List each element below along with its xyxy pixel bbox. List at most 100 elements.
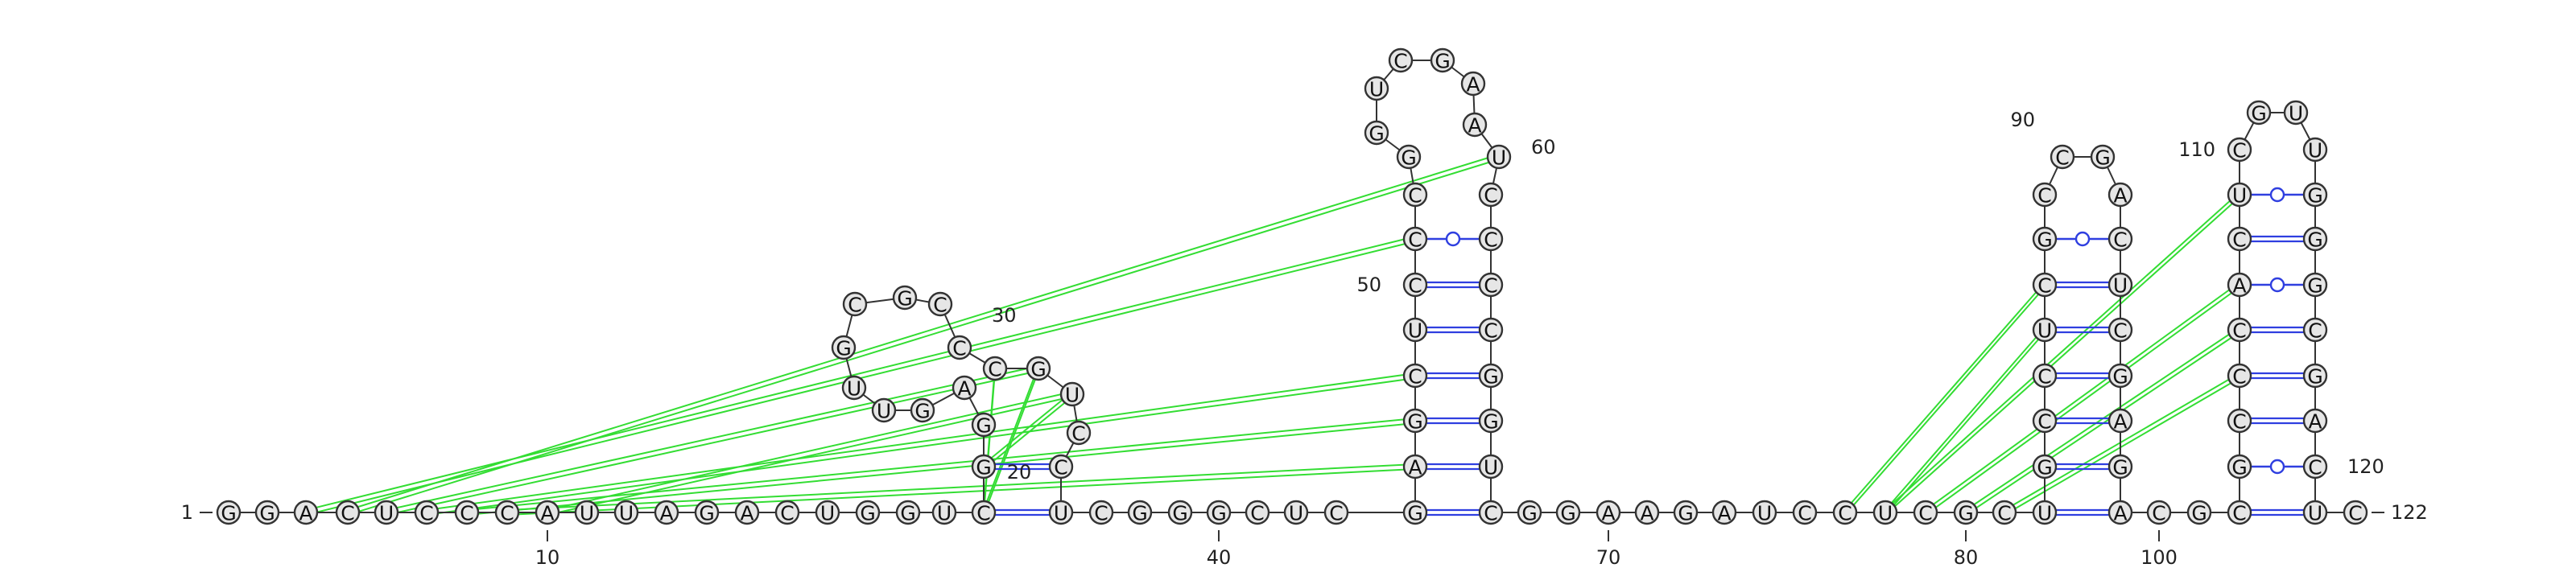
wobble-pair-marker (2269, 187, 2285, 203)
nucleotide-circle (1127, 500, 1153, 525)
nucleotide: G (2302, 272, 2328, 298)
nucleotide-letter: C (1997, 502, 2011, 525)
nucleotide: A (2107, 500, 2133, 525)
nucleotide-letter: C (2113, 319, 2127, 343)
nucleotide-letter: A (1717, 502, 1731, 525)
nucleotide-letter: G (1368, 122, 1384, 146)
nucleotide: U (871, 397, 897, 423)
nucleotide-circle (654, 500, 679, 525)
nucleotide: C (1402, 272, 1428, 298)
nucleotide-circle (1555, 500, 1581, 525)
nucleotide: C (1992, 500, 2017, 525)
nucleotide-circle (1517, 500, 1542, 525)
nucleotide: C (2107, 317, 2133, 343)
nucleotide: G (831, 335, 857, 360)
position-number-label: 70 (1596, 546, 1621, 569)
nucleotide-letter: C (500, 502, 514, 525)
nucleotide-letter: C (1838, 502, 1852, 525)
nucleotide-circle (1486, 144, 1512, 170)
nucleotide: U (1752, 500, 1777, 525)
nucleotide-letter: C (2232, 410, 2246, 434)
position-number-label: 120 (2347, 455, 2384, 478)
nucleotide-circle (2032, 454, 2058, 479)
nucleotide-circle (2107, 408, 2133, 434)
nucleotide: C (1088, 500, 1114, 525)
start-position-label: 1 (181, 501, 193, 524)
nucleotide-circle (293, 500, 319, 525)
nucleotide-circle (1206, 500, 1232, 525)
nucleotide-letter: G (1435, 50, 1450, 73)
nucleotide: A (734, 500, 760, 525)
nucleotide-letter: G (2251, 102, 2266, 126)
nucleotide-letter: G (976, 456, 991, 479)
nucleotide: G (2302, 363, 2328, 389)
pseudoknot-line (983, 365, 1039, 511)
nucleotide-letter: C (1408, 184, 1422, 208)
nucleotide-letter: C (341, 502, 354, 525)
position-number-label: 10 (535, 546, 560, 569)
nucleotide: C (1245, 500, 1270, 525)
position-number-label: 20 (1007, 461, 1032, 484)
nucleotide-circle (1026, 356, 1051, 381)
nucleotide-letter: C (848, 294, 861, 317)
nucleotide: U (2283, 100, 2309, 126)
nucleotide-circle (1402, 317, 1428, 343)
nucleotide-letter: A (1468, 114, 1481, 138)
nucleotide: C (2032, 363, 2058, 389)
position-number-label: 80 (1954, 546, 1979, 569)
nucleotide-circle (971, 500, 997, 525)
nucleotide-circle (2302, 137, 2328, 163)
nucleotide-circle (1048, 454, 1074, 479)
nucleotide-letter: C (2152, 502, 2165, 525)
nucleotide-circle (613, 500, 639, 525)
position-number-label: 100 (2140, 546, 2178, 569)
nucleotide-circle (2032, 317, 2058, 343)
nucleotide-circle (1245, 500, 1270, 525)
end-position-label: 122 (2391, 501, 2428, 524)
nucleotide-letter: G (2307, 274, 2322, 298)
nucleotide-circle (374, 500, 399, 525)
pseudoknot-line (1885, 196, 2240, 516)
nucleotide: U (815, 500, 840, 525)
nucleotide-letter: C (976, 502, 990, 525)
nucleotide-letter: C (1484, 274, 1497, 298)
nucleotide: A (535, 500, 560, 525)
nucleotide-circle (1478, 226, 1504, 252)
nucleotide-circle (1478, 272, 1504, 298)
nucleotide-letter: C (1484, 184, 1497, 208)
nucleotide-letter: C (2308, 319, 2322, 343)
nucleotide: C (1478, 317, 1504, 343)
nucleotide-letter: G (1407, 410, 1422, 434)
nucleotide: C (335, 500, 361, 525)
nucleotide: G (1478, 408, 1504, 434)
nucleotide-letter: C (2232, 502, 2246, 525)
nucleotide: C (2227, 226, 2252, 252)
nucleotide: A (2227, 272, 2252, 298)
nucleotide-letter: G (2307, 184, 2322, 208)
nucleotide-circle (1752, 500, 1777, 525)
nucleotide-circle (1167, 500, 1193, 525)
nucleotide: C (2032, 408, 2058, 434)
pseudoknot-line (386, 365, 1039, 511)
base-pairs (995, 187, 2304, 516)
nucleotide: C (774, 500, 800, 525)
nucleotide-circle (535, 500, 560, 525)
nucleotide: A (952, 375, 977, 401)
nucleotide-letter: C (419, 502, 433, 525)
nucleotide-letter: C (1329, 502, 1343, 525)
nucleotide: U (2302, 500, 2328, 525)
nucleotide-letter: G (976, 414, 991, 438)
nucleotide: G (2107, 363, 2133, 389)
nucleotide: U (1402, 317, 1428, 343)
nucleotide: G (2032, 454, 2058, 479)
nucleotide: C (494, 500, 520, 525)
pseudoknot-line (426, 372, 1416, 511)
nucleotide-letter: G (900, 502, 915, 525)
nucleotide-letter: C (1484, 319, 1497, 343)
nucleotide-circle (2302, 363, 2328, 389)
nucleotide: G (216, 500, 242, 525)
nucleotide: G (1517, 500, 1542, 525)
nucleotide-circle (2107, 454, 2133, 479)
nucleotide: C (1402, 226, 1428, 252)
nucleotide-circle (774, 500, 800, 525)
